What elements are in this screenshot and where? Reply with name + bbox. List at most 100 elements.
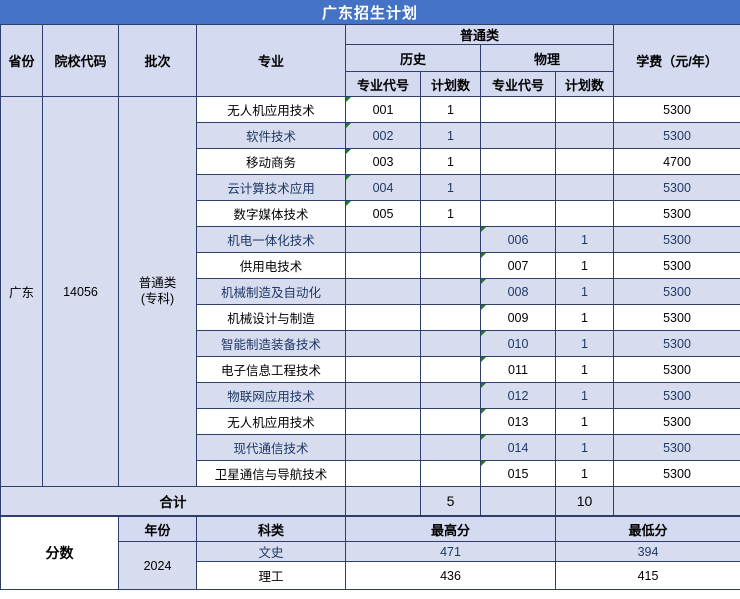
- cell-history-code: [345, 252, 421, 279]
- cell-physics-code: [480, 148, 556, 175]
- cell-tuition: 5300: [613, 382, 740, 409]
- header-row-2: 历史 物理: [1, 44, 740, 72]
- header-physics: 物理: [479, 44, 615, 72]
- cell-physics-code: [480, 200, 556, 227]
- cell-history-plan: [420, 226, 481, 253]
- plan-row: 广东 14056 普通类 (专科) 无人机应用技术 001 1 5300: [0, 96, 740, 487]
- total-row: 合计 5 10: [0, 486, 740, 516]
- cell-major: 机械制造及自动化: [196, 278, 346, 305]
- cell-major: 现代通信技术: [196, 434, 346, 461]
- cell-tuition: 5300: [613, 460, 740, 487]
- plan-row: 移动商务 003 1 4700: [1, 148, 740, 175]
- cell-physics-plan: [554, 200, 615, 227]
- cell-history-plan: 1: [420, 122, 481, 149]
- cell-history-code: [345, 356, 421, 383]
- header-history-major-code: 专业代号: [345, 71, 421, 97]
- cell-history-plan: [420, 356, 481, 383]
- cell-history-plan: [420, 304, 481, 331]
- cell-tuition: 5300: [613, 278, 740, 305]
- cell-major: 电子信息工程技术: [196, 356, 346, 383]
- cell-physics-code: 013: [480, 408, 556, 435]
- header-row-1: 省份 院校代码 批次 专业 普通类 学费（元/年）: [0, 24, 740, 97]
- header-physics-major-code: 专业代号: [480, 71, 556, 97]
- cell-history-code: 002: [345, 122, 421, 149]
- cell-tuition: 5300: [613, 200, 740, 227]
- cell-history-code: [345, 226, 421, 253]
- score-header-highest: 最高分: [345, 516, 556, 542]
- cell-major: 卫星通信与导航技术: [196, 460, 346, 487]
- header-history-plan-count: 计划数: [420, 71, 481, 97]
- cell-history-plan: [420, 434, 481, 461]
- cell-physics-plan: 1: [554, 434, 615, 461]
- plan-row: 云计算技术应用 004 1 5300: [1, 174, 740, 201]
- total-tuition: [613, 486, 740, 516]
- batch-line-1: 普通类: [138, 275, 177, 290]
- cell-physics-code: 010: [480, 330, 556, 357]
- plan-row: 供用电技术 007 1 5300: [1, 252, 740, 279]
- score-header-subject: 科类: [196, 516, 346, 542]
- cell-history-code: 001: [345, 96, 421, 123]
- total-history-plan: 5: [420, 486, 481, 516]
- score-header-row: 分数 年份 科类 最高分 最低分: [0, 516, 740, 590]
- cell-physics-plan: 1: [554, 278, 615, 305]
- cell-major: 供用电技术: [196, 252, 346, 279]
- sheet-title-text: 广东招生计划: [321, 4, 418, 22]
- plan-row: 数字媒体技术 005 1 5300: [1, 200, 740, 227]
- batch-line-2: (专科): [140, 291, 175, 306]
- cell-major: 无人机应用技术: [196, 408, 346, 435]
- cell-tuition: 5300: [613, 356, 740, 383]
- header-tuition: 学费（元/年）: [613, 24, 740, 97]
- total-history-code: [345, 486, 421, 516]
- plan-row: 物联网应用技术 012 1 5300: [1, 382, 740, 409]
- cell-physics-plan: 1: [554, 356, 615, 383]
- cell-major: 软件技术: [196, 122, 346, 149]
- cell-batch: 普通类 (专科): [118, 96, 197, 487]
- cell-major: 无人机应用技术: [196, 96, 346, 123]
- header-batch: 批次: [118, 24, 197, 97]
- header-history: 历史: [345, 44, 481, 72]
- header-province: 省份: [0, 24, 43, 97]
- cell-history-code: [345, 382, 421, 409]
- score-lowest: 394: [555, 541, 740, 562]
- cell-major: 智能制造装备技术: [196, 330, 346, 357]
- cell-physics-plan: 1: [554, 408, 615, 435]
- cell-history-plan: [420, 252, 481, 279]
- table-header: 省份 院校代码 批次 专业 普通类 学费（元/年） 历史 物理 专业代号 计划数…: [0, 24, 740, 97]
- plan-row: 机械制造及自动化 008 1 5300: [1, 278, 740, 305]
- cell-history-code: [345, 330, 421, 357]
- cell-tuition: 5300: [613, 408, 740, 435]
- table-footer: 合计 5 10: [0, 486, 740, 516]
- cell-history-code: 003: [345, 148, 421, 175]
- cell-physics-code: 006: [480, 226, 556, 253]
- cell-physics-plan: 1: [554, 226, 615, 253]
- header-major: 专业: [196, 24, 346, 97]
- cell-history-plan: [420, 408, 481, 435]
- header-physics-plan-count: 计划数: [554, 71, 615, 97]
- score-lowest: 415: [555, 561, 740, 590]
- cell-history-code: [345, 408, 421, 435]
- score-subject: 文史: [196, 541, 346, 562]
- cell-tuition: 5300: [613, 226, 740, 253]
- cell-history-plan: [420, 278, 481, 305]
- cell-physics-code: 007: [480, 252, 556, 279]
- cell-physics-code: 014: [480, 434, 556, 461]
- score-year: 2024: [118, 541, 197, 590]
- cell-history-plan: 1: [420, 200, 481, 227]
- score-highest: 436: [345, 561, 556, 590]
- score-subject: 理工: [196, 561, 346, 590]
- total-physics-plan: 10: [554, 486, 615, 516]
- plan-row: 机械设计与制造 009 1 5300: [1, 304, 740, 331]
- table-body: 广东 14056 普通类 (专科) 无人机应用技术 001 1 5300 软件技术 002 1 530…: [0, 96, 740, 487]
- cell-physics-code: 011: [480, 356, 556, 383]
- cell-physics-plan: [554, 122, 615, 149]
- cell-physics-plan: 1: [554, 460, 615, 487]
- cell-major: 云计算技术应用: [196, 174, 346, 201]
- total-physics-code: [480, 486, 556, 516]
- cell-physics-plan: 1: [554, 304, 615, 331]
- header-row-3: 专业代号 计划数 专业代号 计划数: [1, 71, 740, 97]
- cell-physics-plan: [554, 96, 615, 123]
- plan-row: 软件技术 002 1 5300: [1, 122, 740, 149]
- cell-history-code: [345, 304, 421, 331]
- cell-major: 数字媒体技术: [196, 200, 346, 227]
